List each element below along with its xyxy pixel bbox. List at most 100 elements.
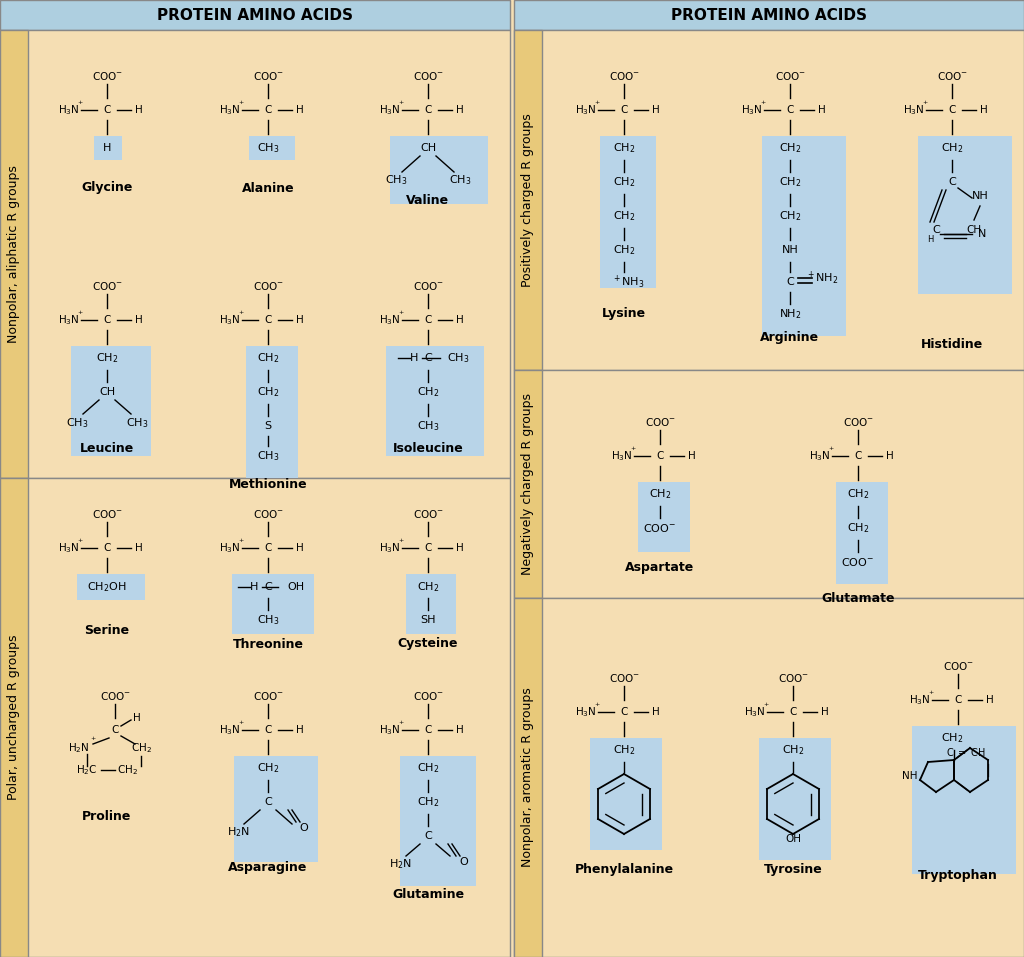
Bar	[514, 30, 542, 370]
Text: H$_2$N: H$_2$N	[69, 741, 90, 755]
Text: C: C	[264, 105, 271, 115]
Text: C: C	[264, 543, 271, 553]
Bar	[234, 756, 318, 862]
Text: H$_3$N: H$_3$N	[58, 313, 80, 327]
Text: C: C	[264, 315, 271, 325]
Text: COO$^{-}$: COO$^{-}$	[942, 660, 974, 672]
Text: S: S	[264, 421, 271, 431]
Text: CH$_2$: CH$_2$	[417, 795, 439, 809]
Text: H$_3$N: H$_3$N	[575, 103, 597, 117]
Bar	[0, 478, 28, 957]
Text: H$_3$N: H$_3$N	[379, 541, 400, 555]
Text: Nonpolar, aromatic R groups: Nonpolar, aromatic R groups	[521, 688, 535, 867]
Text: H: H	[986, 695, 994, 705]
Text: C: C	[790, 707, 797, 717]
Text: Polar, uncharged R groups: Polar, uncharged R groups	[7, 634, 20, 800]
Text: CH$_2$: CH$_2$	[612, 209, 635, 223]
Text: CH$_2$: CH$_2$	[96, 351, 118, 365]
Text: H: H	[688, 451, 696, 461]
Text: CH: CH	[420, 143, 436, 153]
Bar	[77, 574, 145, 600]
Text: CH$_3$: CH$_3$	[126, 416, 148, 430]
Text: CH$_3$: CH$_3$	[449, 173, 471, 187]
Text: PROTEIN AMINO ACIDS: PROTEIN AMINO ACIDS	[671, 8, 867, 23]
Bar	[514, 30, 1024, 370]
Bar	[918, 136, 1012, 294]
Text: Glycine: Glycine	[81, 182, 133, 194]
Bar	[0, 0, 510, 30]
Text: C: C	[621, 105, 628, 115]
Text: Positively charged R groups: Positively charged R groups	[521, 113, 535, 287]
Text: O: O	[300, 823, 308, 833]
Text: Asparagine: Asparagine	[228, 861, 307, 875]
Text: H: H	[250, 582, 258, 592]
Text: C: C	[948, 177, 955, 187]
Bar	[390, 136, 488, 204]
Text: Leucine: Leucine	[80, 441, 134, 455]
Text: CH$_2$: CH$_2$	[257, 385, 280, 399]
Text: CH: CH	[967, 225, 982, 235]
Text: +: +	[594, 100, 600, 105]
Text: COO$^{-}$: COO$^{-}$	[937, 70, 968, 82]
Text: H$_3$N: H$_3$N	[903, 103, 925, 117]
Text: H: H	[456, 725, 464, 735]
Text: H: H	[886, 451, 894, 461]
Text: NH: NH	[902, 771, 918, 781]
Text: CH$_2$: CH$_2$	[612, 243, 635, 256]
Text: H: H	[133, 713, 141, 723]
Text: Tyrosine: Tyrosine	[764, 863, 822, 877]
Text: CH: CH	[99, 387, 115, 397]
Text: H$_3$N: H$_3$N	[379, 313, 400, 327]
Text: COO$^{-}$: COO$^{-}$	[413, 70, 443, 82]
Text: +: +	[78, 100, 83, 105]
Text: +: +	[90, 736, 95, 741]
Bar	[514, 370, 1024, 598]
Bar	[232, 574, 314, 634]
Text: COO$^{-}$: COO$^{-}$	[413, 280, 443, 292]
Text: COO$^{-}$: COO$^{-}$	[413, 690, 443, 702]
Text: +: +	[398, 721, 403, 725]
Text: +: +	[594, 702, 600, 707]
Bar	[0, 30, 510, 478]
Text: H$_2$N: H$_2$N	[388, 857, 412, 871]
Text: CH$_2$: CH$_2$	[117, 763, 137, 777]
Text: CH$_2$OH: CH$_2$OH	[87, 580, 127, 594]
Text: H: H	[652, 105, 659, 115]
Text: COO$^{-}$: COO$^{-}$	[253, 70, 284, 82]
Text: CH$_2$: CH$_2$	[612, 141, 635, 155]
Text: CH$_2$: CH$_2$	[941, 731, 964, 745]
Text: +: +	[239, 310, 244, 316]
Text: +: +	[239, 100, 244, 105]
Text: PROTEIN AMINO ACIDS: PROTEIN AMINO ACIDS	[157, 8, 353, 23]
Text: COO$^{-}$: COO$^{-}$	[842, 556, 874, 568]
Text: CH$_2$: CH$_2$	[417, 580, 439, 594]
Text: H: H	[456, 543, 464, 553]
Bar	[249, 136, 295, 160]
Bar	[71, 346, 151, 456]
Text: C: C	[112, 725, 119, 735]
Bar	[406, 574, 456, 634]
Text: COO$^{-}$: COO$^{-}$	[91, 508, 123, 520]
Text: H$_3$N: H$_3$N	[379, 723, 400, 737]
Text: +: +	[78, 310, 83, 316]
Text: NH$_2$: NH$_2$	[778, 307, 801, 321]
Text: H$_3$N: H$_3$N	[58, 541, 80, 555]
Text: SH: SH	[420, 615, 436, 625]
Text: COO$^{-}$: COO$^{-}$	[99, 690, 130, 702]
Text: H: H	[456, 105, 464, 115]
Text: Valine: Valine	[407, 193, 450, 207]
Bar	[638, 482, 690, 552]
Bar	[386, 346, 484, 456]
Text: C: C	[424, 105, 432, 115]
Text: H: H	[135, 543, 143, 553]
Text: H$_3$N: H$_3$N	[575, 705, 597, 719]
Text: NH: NH	[972, 191, 988, 201]
Text: Lysine: Lysine	[602, 307, 646, 321]
Text: CH$_2$: CH$_2$	[779, 175, 801, 189]
Text: CH$_3$: CH$_3$	[257, 141, 280, 155]
Text: Tryptophan: Tryptophan	[919, 869, 998, 881]
Text: H$_3$N: H$_3$N	[379, 103, 400, 117]
Bar	[400, 756, 476, 886]
Text: H$_2$C: H$_2$C	[76, 763, 97, 777]
Text: CH$_2$: CH$_2$	[130, 741, 152, 755]
